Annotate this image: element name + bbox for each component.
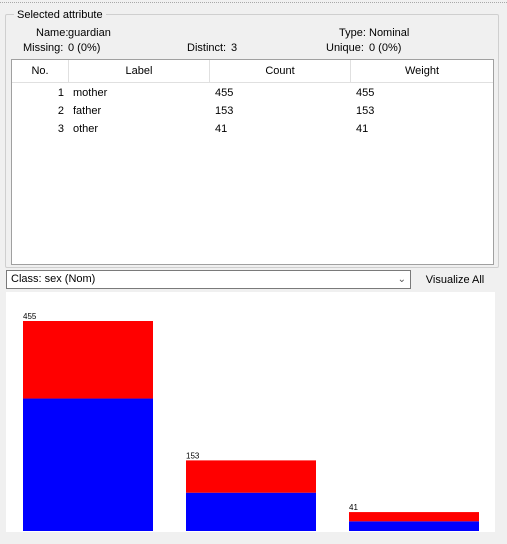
table-header: No. Label Count Weight <box>12 60 493 83</box>
name-value: guardian <box>68 27 111 39</box>
cell-weight: 41 <box>356 123 369 135</box>
selected-attribute-panel: Selected attribute Name: guardian Type: … <box>5 9 499 268</box>
type-label: Type: <box>339 27 366 39</box>
cell-count: 41 <box>215 123 228 135</box>
visualize-all-button[interactable]: Visualize All <box>416 270 494 289</box>
unique-label: Unique: <box>326 42 364 54</box>
table-row[interactable]: 2 father 153 153 <box>12 102 493 120</box>
missing-value: 0 (0%) <box>68 42 101 54</box>
column-header-count[interactable]: Count <box>210 60 351 82</box>
bar-other-segment-0 <box>349 521 479 531</box>
table-row[interactable]: 1 mother 455 455 <box>12 84 493 102</box>
bar-data-label: 455 <box>23 312 37 321</box>
class-distribution-chart: 455 153 41 <box>6 292 495 532</box>
cell-label: father <box>73 105 102 117</box>
bar-mother-segment-0 <box>23 398 153 531</box>
cell-label: mother <box>73 87 108 99</box>
cell-no: 1 <box>57 87 64 99</box>
type-value: Nominal <box>369 27 410 39</box>
top-divider <box>0 2 507 3</box>
chart-svg: 455 153 41 <box>23 312 479 531</box>
bar-mother-segment-1 <box>23 321 153 399</box>
bar-data-label: 41 <box>349 503 358 512</box>
values-table[interactable]: No. Label Count Weight 1 mother 455 455 … <box>11 59 494 265</box>
cell-no: 2 <box>57 105 64 117</box>
missing-label: Missing: <box>23 42 64 54</box>
column-header-no[interactable]: No. <box>12 60 69 82</box>
column-header-weight[interactable]: Weight <box>404 65 440 77</box>
distinct-value: 3 <box>231 42 238 54</box>
name-label: Name: <box>36 27 69 39</box>
class-select[interactable]: Class: sex (Nom) ⌄ <box>6 270 411 289</box>
bar-data-label: 153 <box>186 451 200 460</box>
cell-count: 153 <box>215 105 234 117</box>
cell-weight: 153 <box>356 105 375 117</box>
column-header-label[interactable]: Label <box>69 60 210 82</box>
bar-father-segment-1 <box>186 460 316 493</box>
panel-title: Selected attribute <box>14 9 106 21</box>
distinct-label: Distinct: <box>187 42 227 54</box>
table-row[interactable]: 3 other 41 41 <box>12 120 493 138</box>
bar-father-segment-0 <box>186 492 316 531</box>
chevron-down-icon[interactable]: ⌄ <box>397 274 406 285</box>
unique-value: 0 (0%) <box>369 42 402 54</box>
cell-label: other <box>73 123 99 135</box>
cell-count: 455 <box>215 87 234 99</box>
cell-no: 3 <box>57 123 64 135</box>
cell-weight: 455 <box>356 87 375 99</box>
class-select-value: Class: sex (Nom) <box>11 273 96 285</box>
bar-other-segment-1 <box>349 512 479 522</box>
